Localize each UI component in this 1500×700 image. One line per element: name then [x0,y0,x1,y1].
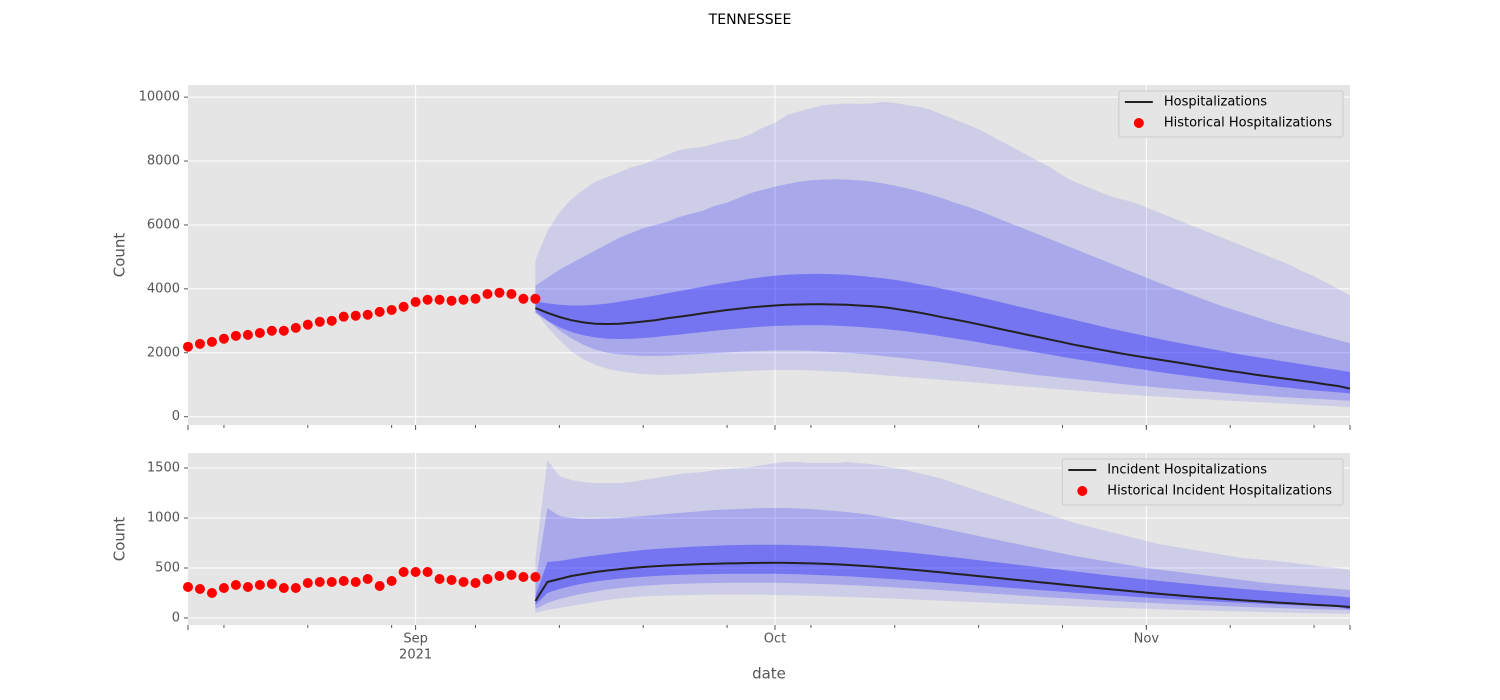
data-point [530,572,541,582]
data-point [374,306,385,317]
legend: Incident Hospitalizations Historical Inci… [1061,458,1344,506]
data-point [434,294,445,305]
legend-box [1118,90,1344,138]
data-point [266,579,277,589]
data-point [482,288,493,299]
data-point [350,310,361,321]
legend: Hospitalizations Historical Hospitalizati… [1118,90,1344,138]
data-point [183,582,193,592]
x-tick-label: Sep [403,632,428,647]
data-point [386,576,397,586]
data-point [434,574,445,584]
forecast-band [535,273,1350,394]
data-point [422,294,433,305]
data-point [398,301,409,312]
data-point [374,581,385,591]
data-point [278,325,289,336]
data-point [458,577,469,587]
data-point [194,584,205,594]
data-point [410,567,421,577]
data-point [290,583,301,593]
data-point [482,574,493,584]
legend-label: Hospitalizations [1164,95,1267,110]
forecast-band [535,101,1350,408]
forecast-band [535,179,1350,401]
data-point [194,338,205,349]
data-point [362,309,373,320]
legend-label: Historical Incident Hospitalizations [1107,484,1332,499]
data-point [410,296,421,307]
data-point [254,580,265,590]
y-axis-label: Count [111,517,129,562]
y-axis-label: Count [111,233,129,278]
y-tick-label: 2000 [147,345,180,360]
data-point [398,567,409,577]
data-point [518,293,529,304]
data-point [446,295,457,306]
data-point [242,582,253,592]
x-year-label: 2021 [399,648,432,663]
legend-marker [1077,486,1088,496]
legend-label: Incident Hospitalizations [1107,463,1267,478]
data-point [218,583,229,593]
x-tick-label: Nov [1134,632,1160,647]
data-point [206,588,217,598]
y-tick-label: 6000 [147,217,180,232]
data-point [302,319,313,330]
data-point [302,578,313,588]
data-point [506,288,517,299]
forecast-band [535,460,1350,614]
data-point [230,580,241,590]
data-point [314,316,325,327]
data-point [458,294,469,305]
forecast-band [535,508,1350,611]
y-tick-label: 500 [155,561,180,576]
y-tick-label: 0 [172,409,180,424]
data-point [230,330,241,341]
data-point [183,341,193,352]
data-point [242,329,253,340]
data-point [470,293,481,304]
x-tick-label: Oct [764,632,786,647]
y-tick-label: 1000 [147,511,180,526]
data-point [338,576,349,586]
data-point [470,578,481,588]
data-point [326,315,337,326]
data-point [266,325,277,336]
median-line [535,303,1351,390]
data-point [494,571,505,581]
data-point [386,304,397,315]
median-line [534,561,1351,608]
data-point [350,577,361,587]
y-tick-label: 0 [172,611,180,626]
data-point [206,336,217,347]
y-tick-label: 4000 [147,281,180,296]
legend-label: Historical Hospitalizations [1164,116,1332,131]
x-axis-label: date [752,665,786,683]
data-point [362,574,373,584]
data-point [422,567,433,577]
data-point [506,570,517,580]
y-tick-label: 10000 [139,90,180,105]
data-point [278,583,289,593]
data-point [254,327,265,338]
data-point [326,577,337,587]
data-point [218,333,229,344]
data-point [446,575,457,585]
legend-box [1061,458,1344,506]
y-tick-label: 1500 [147,461,180,476]
data-point [494,287,505,298]
figure-title: TENNESSEE [708,12,792,28]
legend-marker [1133,118,1144,128]
data-point [290,322,301,333]
data-point [518,572,529,582]
plot-background [188,85,1350,425]
data-point [338,311,349,322]
data-point [530,293,541,304]
y-tick-label: 8000 [147,154,180,169]
data-point [314,577,325,587]
